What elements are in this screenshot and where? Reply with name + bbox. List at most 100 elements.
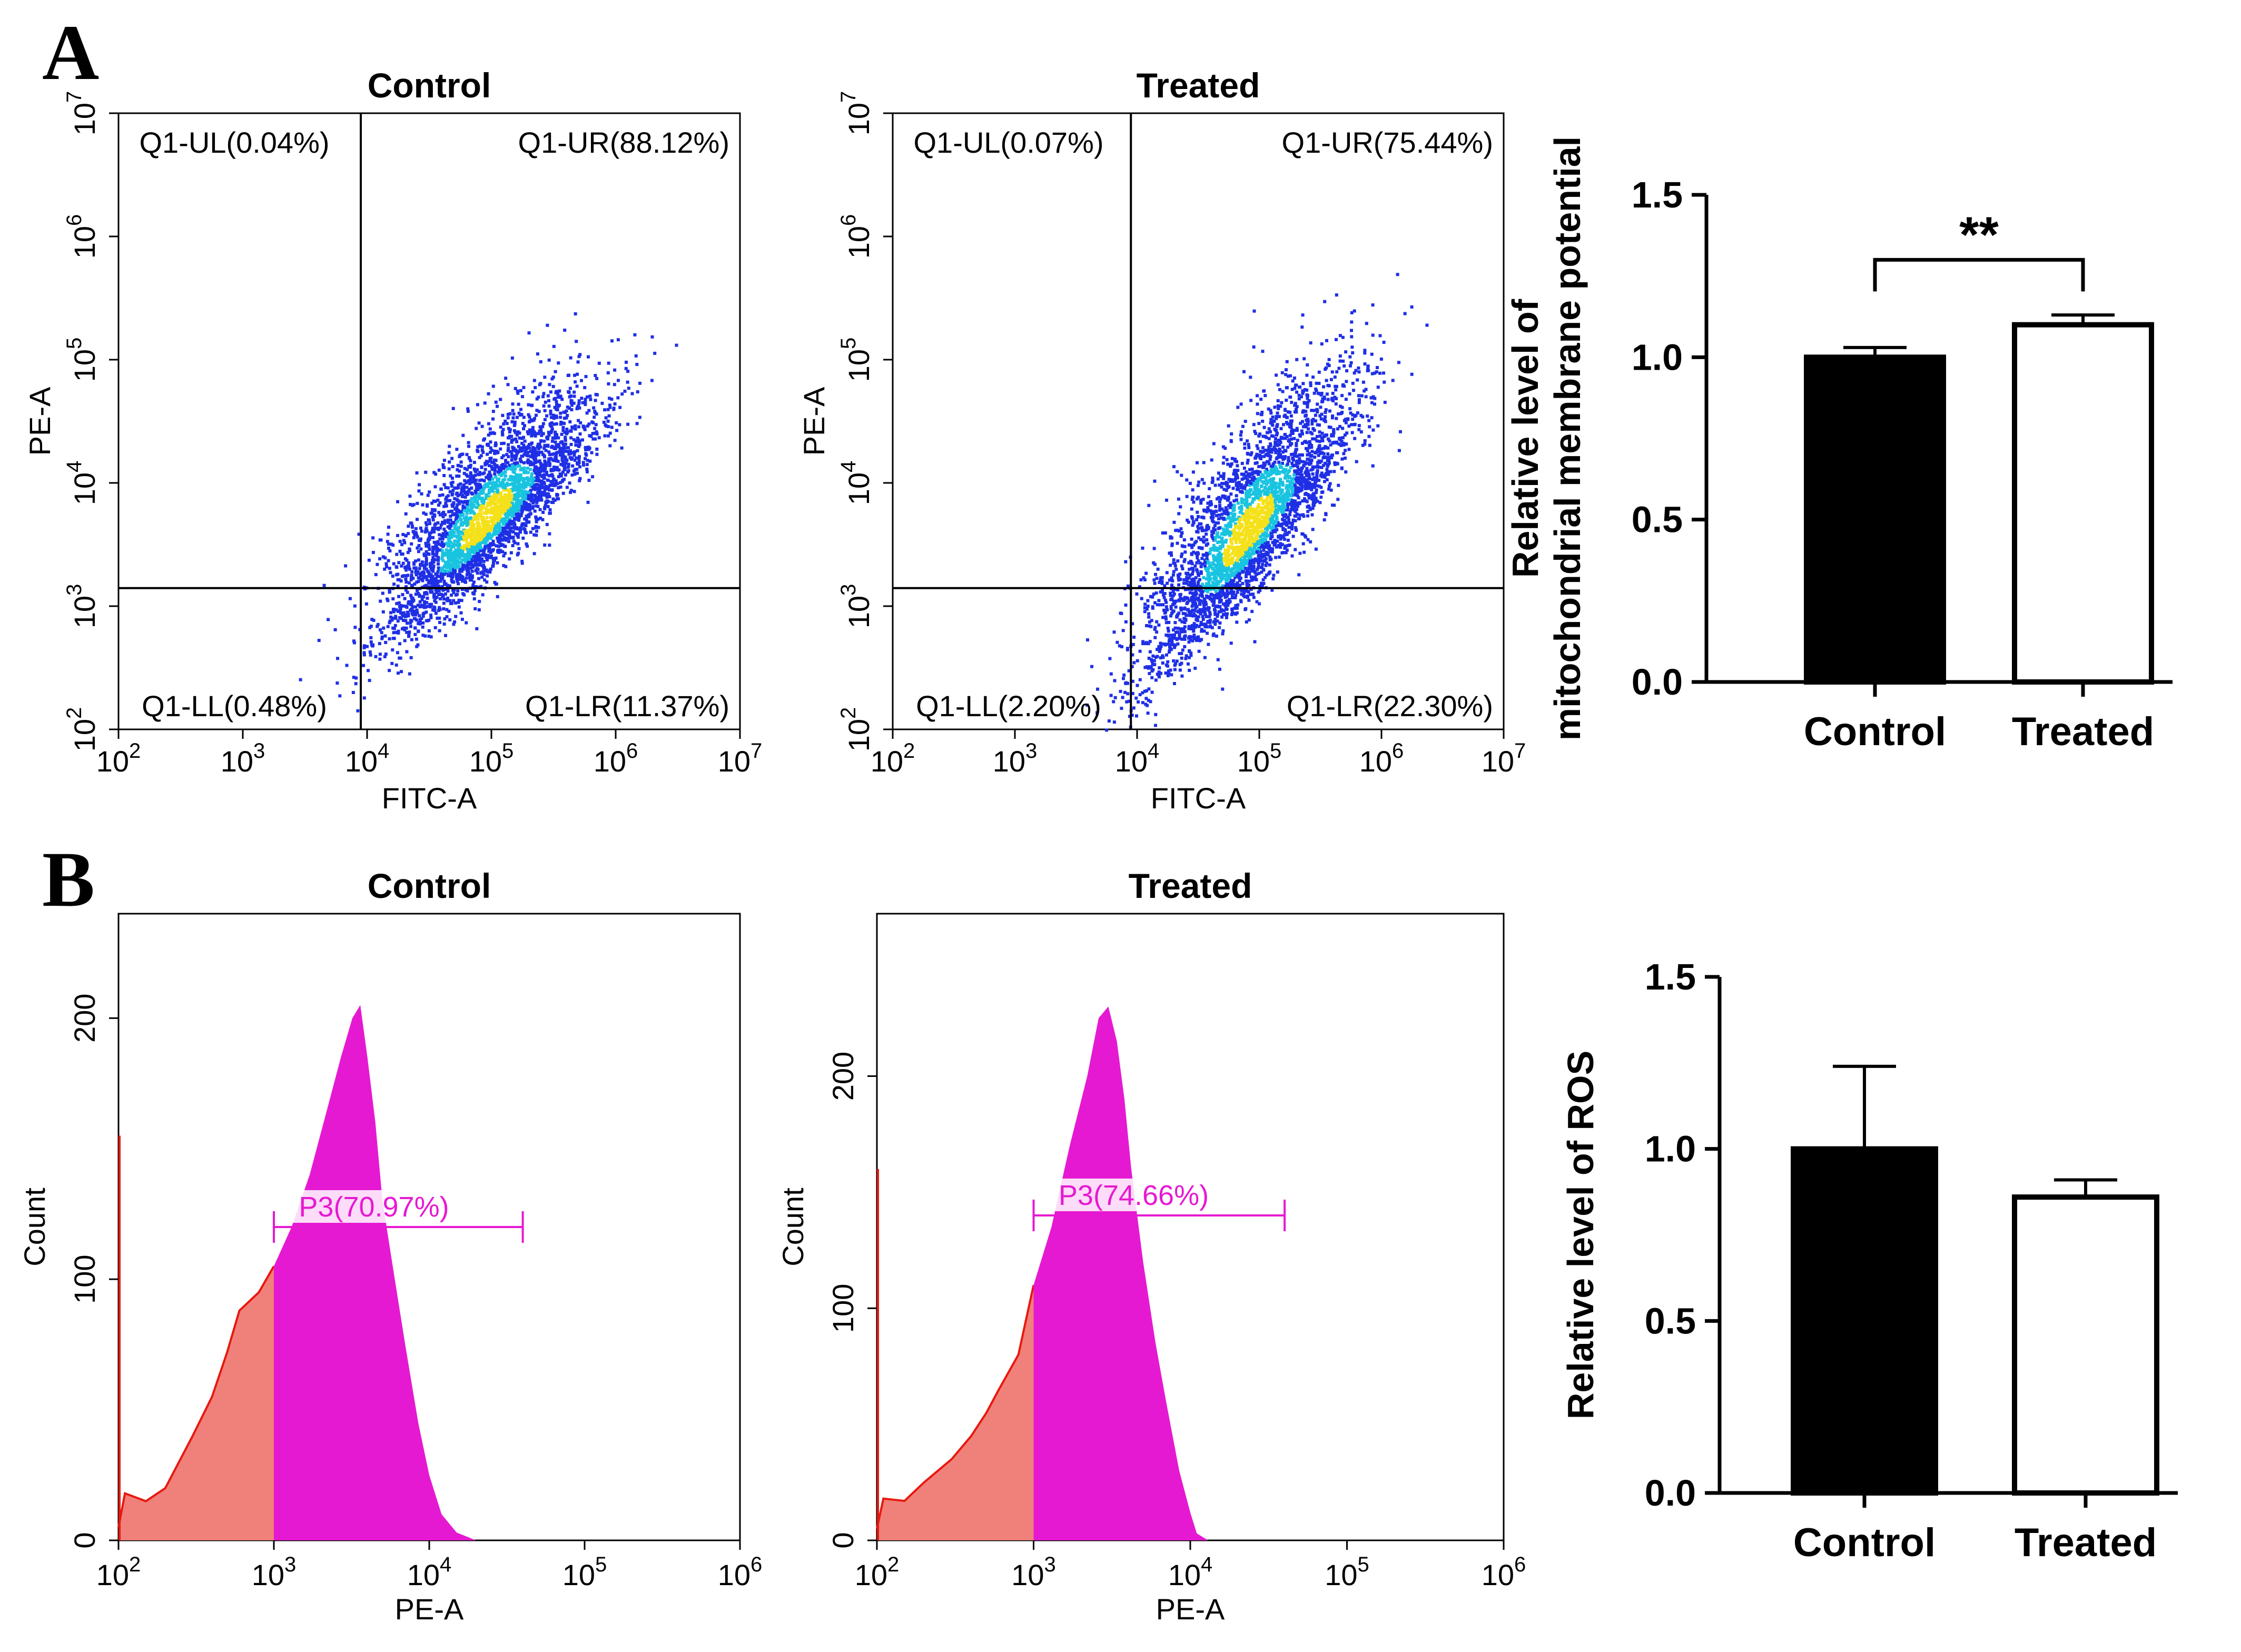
event-dot	[1173, 664, 1177, 667]
event-dot	[1249, 375, 1252, 379]
event-dot	[398, 549, 402, 553]
event-dot	[583, 386, 587, 389]
event-dot	[504, 419, 507, 423]
event-dot	[418, 600, 422, 604]
event-dot	[1131, 679, 1134, 683]
event-dot	[1195, 605, 1199, 608]
event-dot	[409, 656, 413, 659]
event-dot	[431, 527, 435, 530]
event-dot	[449, 572, 452, 576]
event-dot	[505, 538, 508, 542]
event-dot	[529, 512, 532, 516]
event-dot	[394, 630, 398, 634]
event-dot	[521, 447, 525, 450]
event-dot	[451, 532, 455, 536]
event-dot	[442, 527, 446, 531]
event-dot	[530, 482, 534, 486]
event-dot	[430, 579, 434, 582]
event-dot	[505, 530, 509, 533]
event-dot	[635, 363, 639, 366]
event-dot	[356, 709, 360, 713]
event-dot	[392, 617, 396, 620]
event-dot	[469, 508, 473, 511]
event-dot	[545, 414, 549, 418]
event-dot	[480, 517, 483, 521]
event-dot	[1218, 483, 1221, 487]
event-dot	[489, 502, 492, 505]
event-dot	[1183, 621, 1187, 624]
event-dot	[472, 534, 476, 538]
event-dot	[440, 540, 444, 544]
event-dot	[442, 607, 446, 611]
event-dot	[546, 505, 550, 508]
event-dot	[445, 551, 449, 555]
event-dot	[494, 400, 498, 404]
event-dot	[491, 481, 495, 484]
event-dot	[465, 543, 468, 547]
event-dot	[463, 490, 467, 494]
event-dot	[470, 563, 473, 567]
event-dot	[532, 493, 535, 497]
event-dot	[516, 553, 519, 557]
event-dot	[416, 546, 419, 550]
event-dot	[555, 433, 559, 437]
event-dot	[448, 499, 451, 502]
event-dot	[499, 447, 502, 451]
event-dot	[512, 539, 516, 543]
event-dot	[472, 474, 476, 478]
event-dot	[540, 464, 543, 468]
event-dot	[1253, 430, 1257, 433]
event-dot	[516, 497, 519, 500]
event-dot	[457, 474, 461, 478]
event-dot	[466, 589, 469, 593]
event-dot	[459, 522, 463, 526]
event-dot	[362, 664, 366, 667]
event-dot	[554, 370, 557, 373]
event-dot	[1410, 372, 1414, 376]
event-dot	[507, 455, 510, 459]
event-dot	[501, 428, 505, 431]
event-dot	[523, 424, 526, 428]
event-dot	[422, 511, 426, 515]
event-dot	[539, 360, 542, 363]
event-dot	[441, 536, 444, 539]
event-dot	[474, 482, 478, 486]
event-dot	[498, 483, 501, 487]
event-dot	[1177, 583, 1181, 587]
event-dot	[1230, 613, 1233, 616]
event-dot	[404, 585, 408, 589]
event-dot	[457, 539, 461, 542]
event-dot	[493, 559, 496, 562]
event-dot	[1267, 445, 1271, 449]
event-dot	[529, 418, 533, 422]
event-dot	[1242, 467, 1246, 470]
event-dot	[1235, 553, 1239, 557]
event-dot	[594, 437, 597, 441]
event-dot	[457, 600, 460, 604]
event-dot	[491, 565, 495, 568]
event-dot	[542, 473, 546, 477]
event-dot	[488, 479, 491, 483]
event-dot	[1252, 483, 1256, 487]
event-dot	[534, 454, 538, 458]
event-dot	[543, 375, 547, 379]
event-dot	[594, 423, 598, 427]
event-dot	[529, 489, 532, 492]
event-dot	[404, 605, 408, 608]
event-dot	[480, 448, 484, 452]
event-dot	[1339, 404, 1342, 408]
event-dot	[1370, 352, 1374, 356]
event-dot	[362, 646, 366, 649]
event-dot	[471, 565, 475, 569]
event-dot	[1217, 471, 1220, 475]
event-dot	[1192, 579, 1196, 583]
event-dot	[486, 529, 490, 533]
event-dot	[572, 401, 576, 405]
event-dot	[467, 444, 470, 448]
event-dot	[1359, 413, 1363, 417]
event-dot	[1319, 417, 1323, 421]
event-dot	[380, 635, 384, 639]
event-dot	[1155, 630, 1159, 634]
event-dot	[459, 611, 463, 615]
event-dot	[453, 566, 457, 569]
